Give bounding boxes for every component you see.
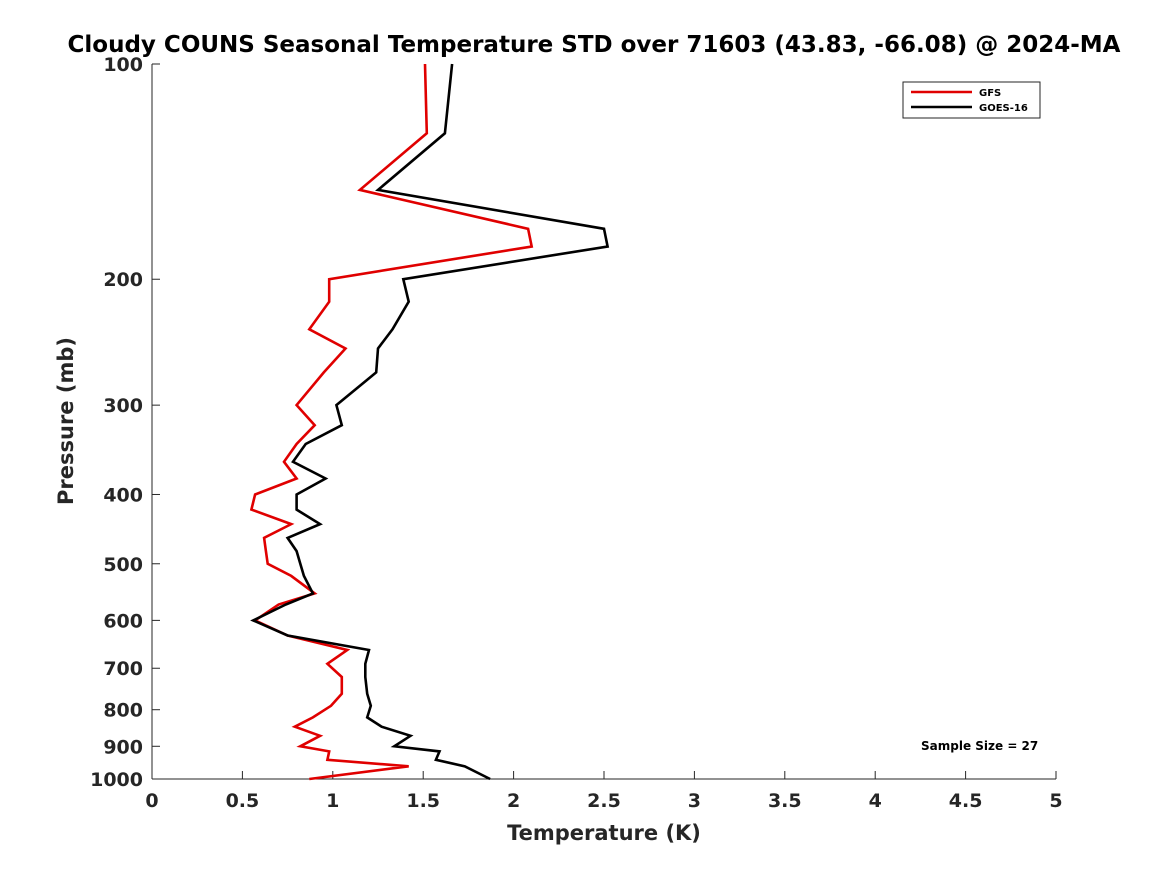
legend-label-gfs: GFS [979, 88, 1001, 99]
y-tick-label: 600 [103, 610, 143, 632]
y-tick-label: 900 [103, 736, 143, 758]
x-tick-label: 1.5 [406, 790, 440, 812]
x-tick-label: 0.5 [226, 790, 260, 812]
series-group [249, 63, 610, 781]
legend: GFS GOES-16 [902, 81, 1041, 119]
x-tick-label: 0 [145, 790, 158, 812]
x-tick-label: 2.5 [587, 790, 621, 812]
x-tick-label: 3.5 [768, 790, 802, 812]
y-axis-label: Pressure (mb) [54, 337, 78, 505]
x-tick-label: 3 [688, 790, 701, 812]
y-tick-label: 700 [103, 658, 143, 680]
legend-box [902, 81, 1041, 119]
x-tick-label: 4.5 [949, 790, 983, 812]
y-tick-label: 200 [103, 269, 143, 291]
series-line-gfs [249, 63, 534, 781]
y-tick-label: 400 [103, 484, 143, 506]
x-tick-label: 5 [1049, 790, 1062, 812]
y-tick-label: 300 [103, 395, 143, 417]
x-axis-label: Temperature (K) [507, 821, 701, 845]
y-ticks: 100 200 300 400 500 600 700 800 900 1000 [90, 54, 160, 791]
series-line-goes16 [250, 63, 610, 781]
x-tick-label: 4 [869, 790, 882, 812]
x-ticks: 0 0.5 1 1.5 2 2.5 3 3.5 4 4.5 5 [145, 771, 1063, 812]
y-tick-label: 500 [103, 554, 143, 576]
sample-size-annotation: Sample Size = 27 [921, 739, 1038, 753]
y-tick-label: 100 [103, 54, 143, 76]
chart-title: Cloudy COUNS Seasonal Temperature STD ov… [68, 32, 1121, 58]
x-tick-label: 1 [326, 790, 339, 812]
y-tick-label: 1000 [90, 769, 143, 791]
x-tick-label: 2 [507, 790, 520, 812]
y-tick-label: 800 [103, 700, 143, 722]
legend-label-goes16: GOES-16 [979, 103, 1028, 114]
